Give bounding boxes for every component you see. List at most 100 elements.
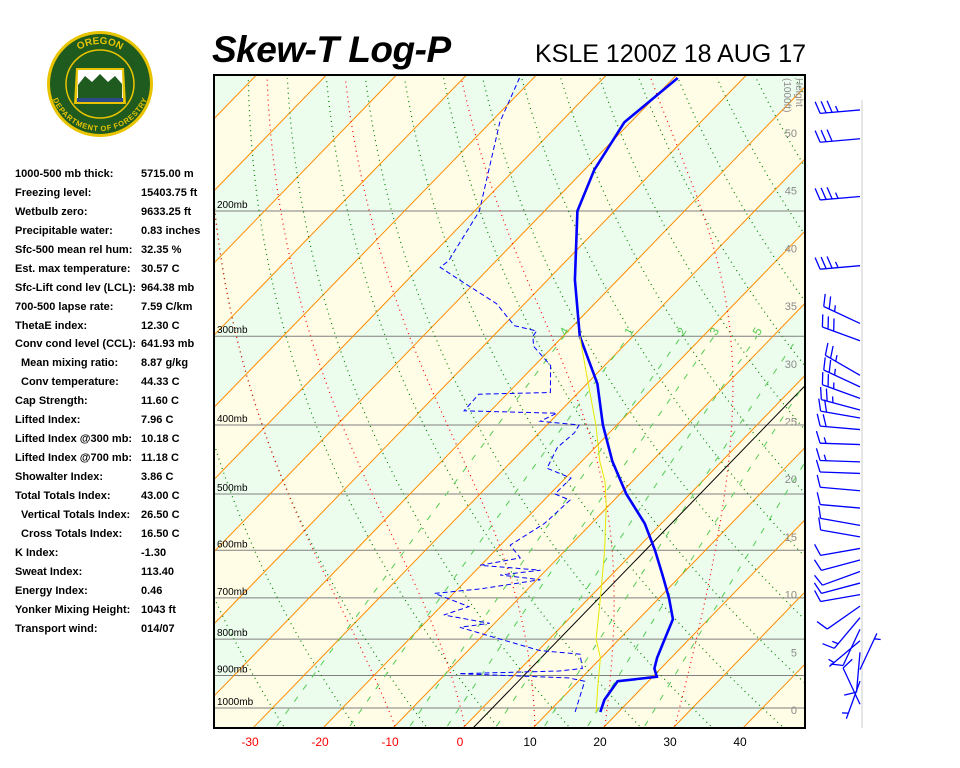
wind-barb-flag <box>823 293 826 307</box>
stat-value: 15403.75 ft <box>141 186 198 199</box>
wind-barb-flag <box>822 643 835 649</box>
stat-label: Sfc-500 mean rel hum: <box>15 243 133 256</box>
stat-value: 5715.00 m <box>141 168 194 180</box>
dry-adiabat <box>214 195 427 727</box>
wind-barb-flag <box>826 256 833 269</box>
wind-barb-staff <box>820 529 861 538</box>
wind-barb <box>814 543 861 557</box>
height-axis-label: Height (1000ft) <box>781 78 804 113</box>
mixing-ratio-line <box>587 382 805 727</box>
stat-value: 7.59 C/km <box>141 300 193 313</box>
wind-barb-flag <box>818 505 822 519</box>
height-tick-label: 10 <box>785 590 797 602</box>
stat-value: 1043 ft <box>141 603 176 616</box>
mixing-ratio-line <box>276 335 565 727</box>
wind-barb <box>813 582 861 595</box>
moist-adiabat <box>266 77 466 727</box>
wet-bulb-line <box>579 336 607 713</box>
isotherm-line <box>214 75 747 625</box>
station-time-label: KSLE 1200Z 18 AUG 17 <box>535 40 807 68</box>
wind-barb-half-flag <box>834 105 839 113</box>
wind-barb-staff <box>822 570 861 586</box>
background-band <box>214 86 805 728</box>
plot-frame <box>213 74 806 729</box>
stat-value: 11.60 C <box>141 395 179 408</box>
plot-area <box>214 75 805 728</box>
wind-barb-staff <box>845 680 861 719</box>
wind-barbs <box>813 100 881 719</box>
wind-barb <box>818 398 861 419</box>
stat-label: 1000-500 mb thick: <box>15 168 114 180</box>
stat-label: Freezing level: <box>15 186 92 199</box>
stat-label: Yonker Mixing Height: <box>15 603 131 616</box>
wind-barb-flag <box>818 517 822 531</box>
wind-barb-half-flag <box>874 638 881 641</box>
wind-barb <box>816 605 861 630</box>
dewpoint-line <box>434 77 586 713</box>
wind-barb <box>818 505 861 527</box>
temperature-tick-label: -30 <box>241 735 259 749</box>
height-tick-label: 0 <box>791 705 797 717</box>
stat-value: 014/07 <box>141 622 175 635</box>
stat-label: 700-500 lapse rate: <box>15 300 114 313</box>
stat-value: 0.83 inches <box>141 224 201 237</box>
wind-barb-flag <box>828 359 832 373</box>
wind-barb <box>814 129 861 143</box>
temperature-tick-label: 40 <box>733 735 747 749</box>
mixing-ratio-line <box>644 461 805 727</box>
stat-value: 44.33 C <box>141 376 180 389</box>
pressure-label: 200mb <box>217 200 248 211</box>
stat-label: Wetbulb zero: <box>15 205 88 218</box>
wind-barb-flag <box>816 621 828 630</box>
wind-barb <box>823 293 861 324</box>
wind-barb-staff <box>820 442 861 446</box>
wind-barb-flag <box>820 101 827 114</box>
wind-barb <box>816 413 861 431</box>
wind-barb-flag <box>826 100 833 113</box>
wind-barb-half-flag <box>833 368 836 376</box>
background-band <box>214 75 805 697</box>
height-tick-label: 45 <box>785 186 797 198</box>
wind-barb-flag <box>814 257 821 270</box>
isotherm-line <box>214 75 677 553</box>
stat-value: 26.50 C <box>141 508 180 521</box>
temperature-tick-label: -20 <box>311 735 329 749</box>
stat-value: 43.00 C <box>141 489 180 502</box>
stat-value: 30.57 C <box>141 262 180 275</box>
wind-barb-flag <box>815 459 821 473</box>
wind-barb-half-flag <box>834 261 839 268</box>
wind-barb <box>814 570 861 586</box>
temperature-tick-label: 30 <box>663 735 677 749</box>
wind-barb <box>814 100 861 115</box>
pressure-label: 1000mb <box>217 697 254 708</box>
wind-barb-staff <box>821 559 861 571</box>
wind-barb-flag <box>816 474 821 488</box>
pressure-label: 500mb <box>217 483 248 494</box>
stat-label: Total Totals Index: <box>15 489 111 502</box>
wind-barb-flag <box>829 345 834 359</box>
stat-label: Est. max temperature: <box>15 262 131 275</box>
wind-barb-flag <box>816 492 821 505</box>
height-tick-label: 30 <box>785 359 797 371</box>
wind-barb-staff <box>820 471 861 475</box>
stat-label: ThetaE index: <box>15 319 88 332</box>
wind-barb-flag <box>824 399 828 413</box>
dry-adiabat <box>325 77 640 727</box>
wind-barb-half-flag <box>833 305 836 312</box>
wind-barb-flag <box>820 129 827 142</box>
wind-barb <box>814 590 861 603</box>
wind-barb-flag <box>818 398 822 412</box>
wind-barb-flag <box>819 386 823 400</box>
svg-text:OREGON: OREGON <box>75 36 125 53</box>
temperature-tick-label: 10 <box>523 735 537 749</box>
moist-adiabat <box>650 77 734 727</box>
wind-barb <box>859 633 881 670</box>
stat-value: 10.18 C <box>141 433 180 446</box>
height-tick-label: 25 <box>785 417 797 429</box>
wind-barb-staff <box>828 640 861 667</box>
wind-barb <box>816 492 861 509</box>
pressure-label: 400mb <box>217 414 248 425</box>
pressure-label: 900mb <box>217 664 248 675</box>
stat-label: Lifted Index @300 mb: <box>15 433 133 446</box>
stat-value: 113.40 <box>141 565 175 578</box>
